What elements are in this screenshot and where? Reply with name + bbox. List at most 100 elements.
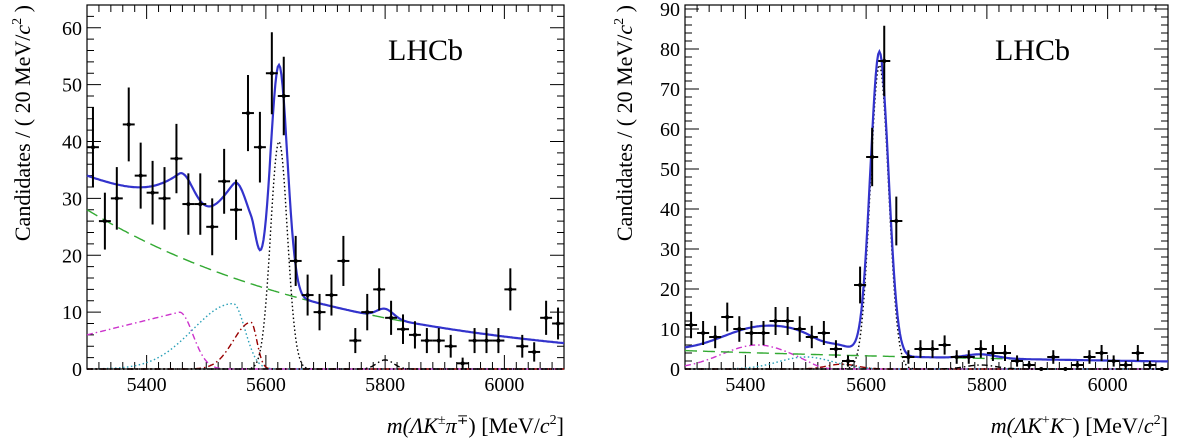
data-point [781,307,794,335]
data-point [1035,367,1048,371]
marker [1099,351,1104,355]
data-point [914,340,927,358]
x-tick-label: 5800 [365,374,405,396]
data-point [950,350,963,364]
marker [749,331,754,335]
data-point [685,311,698,339]
data-point [709,325,722,349]
marker [150,190,155,195]
marker [496,338,501,343]
data-point [757,321,770,345]
y-tick-label: 0 [670,359,680,381]
data-point [745,321,758,345]
data-point [432,328,445,354]
data-point [110,167,123,230]
data-point [1059,367,1072,371]
data-point [878,25,891,97]
marker [894,219,899,223]
marker [377,287,382,292]
data-point [962,350,975,364]
marker [544,315,549,320]
marker [809,335,814,339]
total-fit-curve [86,62,565,345]
marker [436,338,441,343]
data-point [516,334,529,358]
data-point [397,314,409,344]
marker [1123,363,1128,367]
y-tick-label: 60 [660,119,680,141]
data-point [504,268,517,311]
data-point [805,325,818,349]
bkg-cyan-curve [685,356,1168,370]
data-point [170,123,183,194]
data-point [468,328,481,354]
marker [234,207,239,212]
data-point [325,274,338,316]
y-tick-label: 30 [660,239,680,261]
x-tick-labels: 5400 5600 5800 6000 [725,374,1127,396]
data-point [902,350,915,364]
data-point [986,345,999,361]
marker [389,315,394,320]
marker [1002,351,1007,355]
data-point [721,302,734,332]
marker [269,71,274,76]
y-tick-label: 40 [660,199,680,221]
data-point [793,316,806,342]
fit-curves [684,48,1168,370]
data-point [420,328,433,354]
bkg-cyan-curve [87,302,564,370]
total-fit-curve [684,48,1168,363]
marker [257,145,262,150]
x-tick-label: 5600 [846,374,886,396]
marker [174,156,179,161]
marker [1159,367,1164,371]
y-tick-label: 50 [62,75,82,97]
data-point [301,274,314,316]
data-point [829,340,842,358]
data-point [373,268,386,311]
data-point [1047,350,1060,364]
marker [210,224,215,229]
marker [341,258,346,263]
data-point [817,321,830,345]
marker [365,310,370,315]
x-tick-label: 6000 [484,374,524,396]
signal-curve [685,63,1168,370]
y-tick-label: 60 [62,18,82,40]
data-point [242,74,254,152]
y-tick-label: 80 [660,39,680,61]
y-tick-labels: 0 10 20 30 40 50 60 [62,18,82,381]
marker [761,331,766,335]
marker [281,94,286,98]
data-point [528,342,541,362]
x-tick-label: 5600 [246,374,286,396]
data-point [182,173,195,235]
marker [162,196,167,201]
marker [114,196,119,201]
y-tick-label: 40 [62,132,82,154]
marker [821,331,826,335]
marker [1039,367,1044,371]
data-point [218,148,231,214]
marker [930,347,935,351]
data-points [87,32,564,369]
marker [1135,351,1140,355]
data-point [230,179,243,240]
data-points [685,25,1168,371]
marker [1051,355,1056,359]
lhcb-label: LHCb [995,34,1070,67]
data-point [265,32,278,115]
plot-frame [86,4,565,370]
combinatorial-curve [86,209,565,344]
data-point [1143,361,1156,369]
y-tick-label: 90 [660,0,680,21]
marker [978,347,983,351]
data-point [349,328,362,354]
marker [689,323,694,327]
marker [186,202,191,207]
y-tick-label: 20 [62,245,82,267]
marker [954,355,959,359]
y-tick-label: 10 [62,302,82,324]
marker [942,343,947,347]
